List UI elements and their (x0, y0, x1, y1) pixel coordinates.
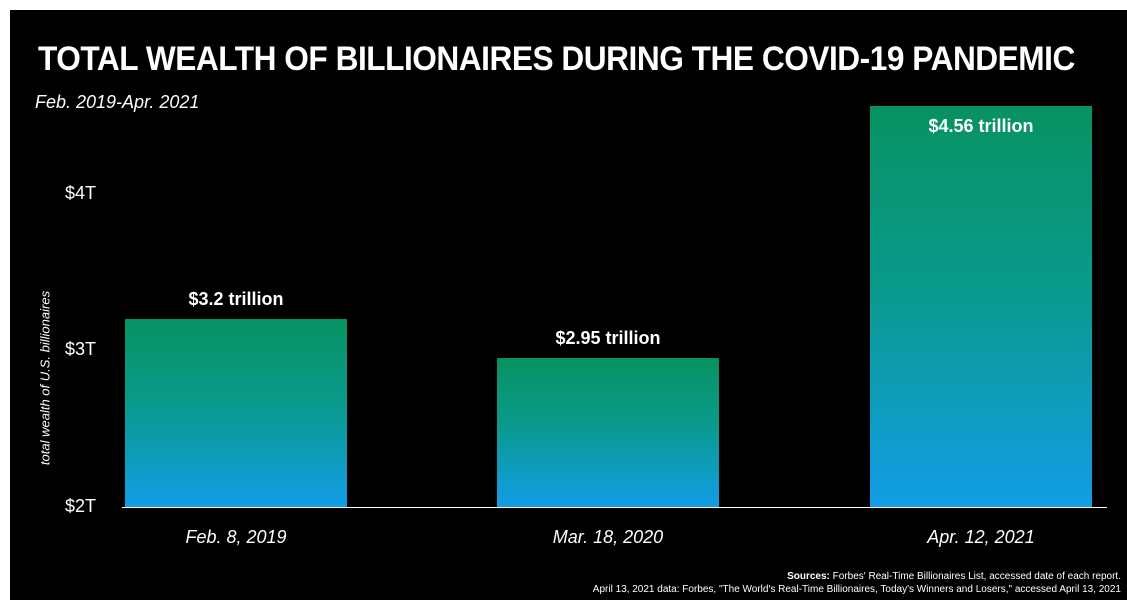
x-tick-label: Mar. 18, 2020 (552, 527, 664, 547)
bar-data-label: $4.56 trillion (928, 116, 1034, 136)
x-tick-label: Apr. 12, 2021 (927, 527, 1035, 547)
sources-note: Sources: Forbes' Real-Time Billionaires … (593, 570, 1121, 596)
sources-line-2: April 13, 2021 data: Forbes, "The World'… (592, 584, 1121, 595)
bar-data-label: $3.2 trillion (188, 289, 284, 310)
sources-line-1: Forbes' Real-Time Billionaires List, acc… (832, 571, 1121, 582)
bar (870, 106, 1092, 507)
chart-panel: TOTAL WEALTH OF BILLIONAIRES DURING THE … (10, 10, 1127, 600)
sources-label: Sources: (787, 571, 830, 582)
bar (125, 319, 347, 507)
x-axis-baseline (122, 507, 1107, 508)
chart-subtitle: Feb. 2019-Apr. 2021 (35, 92, 200, 112)
y-tick-label: $2T (65, 496, 97, 516)
bar (497, 358, 719, 507)
chart-title: TOTAL WEALTH OF BILLIONAIRES DURING THE … (38, 40, 1075, 78)
x-tick-label: Feb. 8, 2019 (185, 527, 287, 547)
y-axis-label: total wealth of U.S. billionaires (37, 290, 53, 466)
y-tick-label: $3T (65, 339, 97, 360)
bar-data-label: $2.95 trillion (555, 328, 661, 349)
y-tick-label: $4T (65, 182, 97, 203)
